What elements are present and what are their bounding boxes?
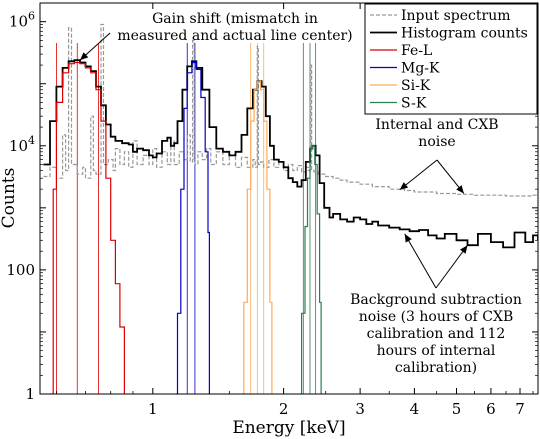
- y-axis-label: Counts: [0, 168, 19, 229]
- legend-label: S-K: [401, 96, 427, 112]
- annotation-text: noise (3 hours of CXB: [359, 309, 513, 325]
- x-tick-label: 6: [486, 400, 496, 418]
- si-k-series: [241, 80, 273, 394]
- legend-item-si-k: Si-K: [370, 78, 431, 94]
- annotation-arrowhead: [460, 245, 468, 254]
- annotation-text: measured and actual line center): [117, 28, 352, 44]
- x-tick-label: 2: [279, 400, 289, 418]
- y-tick-label: 104: [9, 134, 35, 155]
- legend-label: Si-K: [401, 78, 431, 94]
- y-tick-base: 1: [25, 385, 35, 403]
- fe-l-series: [50, 61, 125, 394]
- s-k-series: [299, 145, 322, 394]
- legend-item-mg-k: Mg-K: [370, 61, 440, 77]
- input-spectrum-series: [43, 23, 538, 197]
- annotation-text: calibration and 112: [367, 326, 506, 342]
- legend-item-s-k: S-K: [370, 96, 427, 112]
- legend-label: Fe-L: [401, 43, 432, 59]
- x-tick-label: 7: [515, 400, 525, 418]
- legend-item-input-spectrum: Input spectrum: [370, 8, 510, 24]
- y-tick-label: 100: [6, 261, 35, 279]
- x-tick-label: 4: [410, 400, 420, 418]
- legend-label: Input spectrum: [401, 8, 510, 24]
- series-layer: [43, 23, 538, 394]
- x-axis-label: Energy [keV]: [232, 418, 345, 438]
- legend-label: Histogram counts: [401, 26, 528, 42]
- y-tick-label: 106: [9, 10, 35, 31]
- annotation-arrowhead: [399, 182, 409, 190]
- x-tick-label: 5: [452, 400, 462, 418]
- y-tick-label: 1: [25, 385, 35, 403]
- y-tick-base: 10: [9, 13, 28, 31]
- annotation-arrow: [435, 244, 468, 289]
- annotation-arrowhead: [404, 233, 412, 243]
- annotation-text: noise: [418, 134, 455, 150]
- plot-frame: [39, 2, 539, 395]
- annotation-arrowhead: [80, 52, 89, 61]
- mg-k-series: [175, 61, 210, 394]
- annotation-text: Internal and CXB: [375, 117, 498, 133]
- annotation-text: Background subtraction: [350, 292, 522, 308]
- annotation-arrow: [404, 233, 437, 289]
- legend-item-fe-l: Fe-L: [370, 43, 432, 59]
- annotation-arrowhead: [456, 185, 464, 194]
- y-tick-exponent: 6: [28, 10, 35, 23]
- annotation-text: calibration): [395, 360, 477, 376]
- y-tick-base: 100: [6, 261, 35, 279]
- y-tick-base: 10: [9, 137, 28, 155]
- y-tick-exponent: 4: [28, 134, 35, 147]
- x-tick-label: 3: [355, 400, 365, 418]
- legend-item-histogram-counts: Histogram counts: [370, 26, 528, 42]
- x-tick-label: 1: [148, 400, 158, 418]
- histogram-counts-series: [43, 59, 538, 249]
- annotation-text: hours of internal: [377, 343, 496, 359]
- annotation-text: Gain shift (mismatch in: [152, 11, 318, 27]
- legend-box: [364, 3, 538, 115]
- legend-label: Mg-K: [401, 61, 440, 77]
